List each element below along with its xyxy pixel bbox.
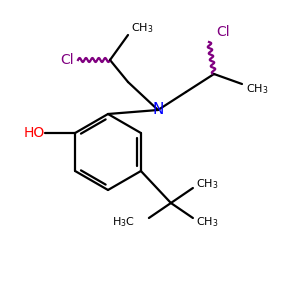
- Text: Cl: Cl: [60, 53, 74, 67]
- Text: Cl: Cl: [216, 25, 230, 39]
- Text: HO: HO: [23, 126, 45, 140]
- Text: N: N: [152, 103, 164, 118]
- Text: CH$_3$: CH$_3$: [196, 215, 218, 229]
- Text: CH$_3$: CH$_3$: [196, 177, 218, 191]
- Text: H$_3$C: H$_3$C: [112, 215, 135, 229]
- Text: CH$_3$: CH$_3$: [131, 21, 153, 35]
- Text: CH$_3$: CH$_3$: [246, 82, 268, 96]
